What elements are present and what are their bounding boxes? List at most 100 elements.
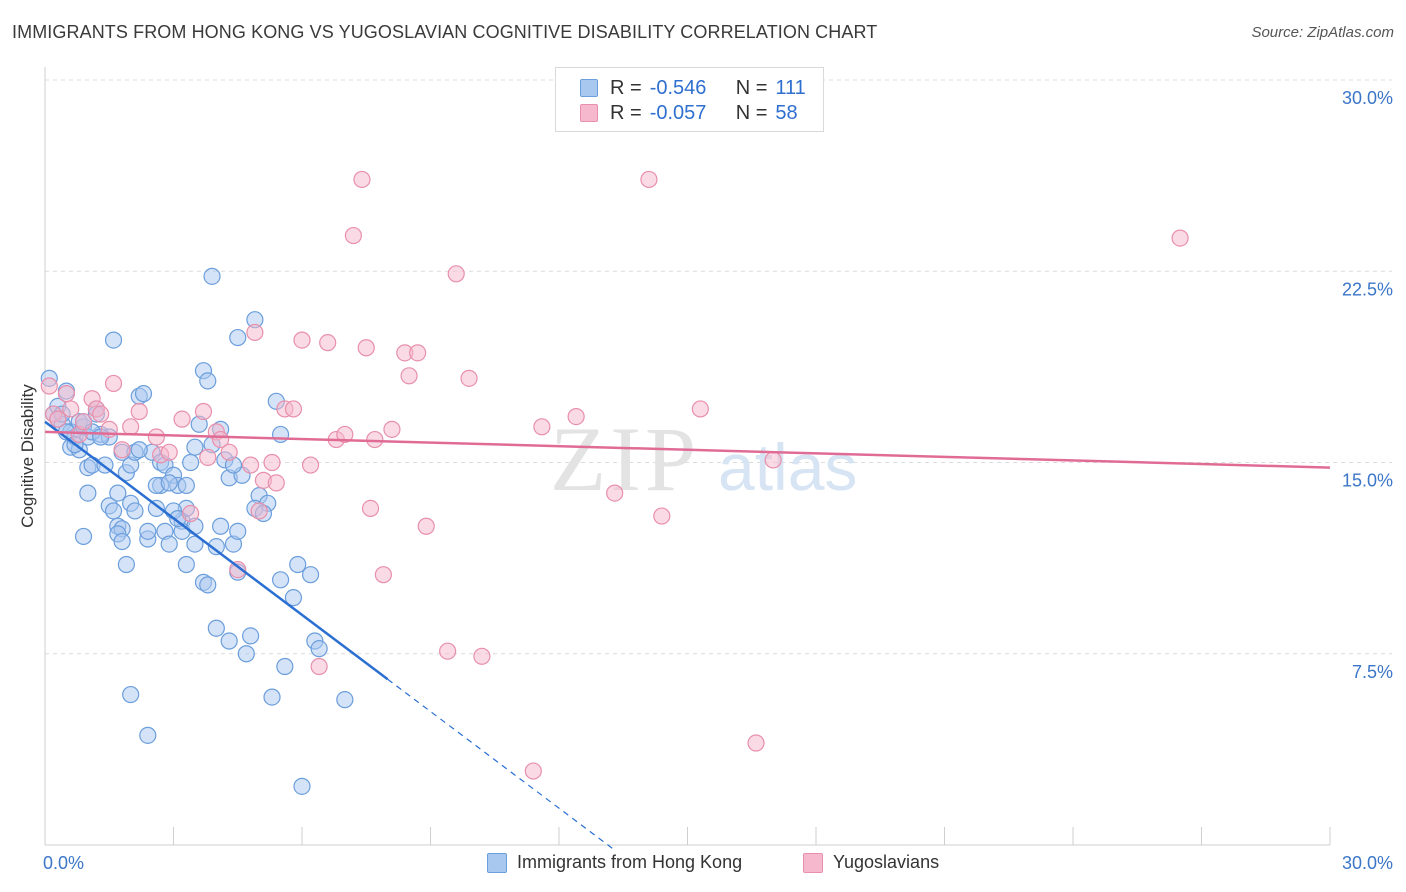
point-yugoslavian bbox=[1171, 229, 1189, 247]
point-yugoslavian bbox=[353, 170, 371, 189]
legend-row-hong-kong: R = -0.546 N = 111 bbox=[580, 76, 806, 100]
source-label: Source: ZipAtlas.com bbox=[1251, 24, 1394, 41]
legend-swatch-pink bbox=[580, 104, 598, 122]
point-hong-kong bbox=[74, 527, 93, 546]
point-yugoslavian bbox=[473, 647, 491, 665]
point-hong-kong bbox=[271, 571, 290, 589]
point-hong-kong bbox=[186, 535, 204, 553]
point-hong-kong bbox=[207, 538, 225, 556]
point-hong-kong bbox=[199, 576, 217, 594]
point-yugoslavian bbox=[653, 507, 671, 525]
x-tick-label: 30.0% bbox=[1342, 853, 1393, 873]
point-yugoslavian bbox=[263, 453, 281, 472]
point-yugoslavian bbox=[147, 428, 165, 446]
legend-label-hong-kong: Immigrants from Hong Kong bbox=[517, 852, 743, 872]
tick-labels: 7.5% 15.0% 22.5% 30.0% 0.0% 30.0% bbox=[43, 88, 1393, 873]
point-yugoslavian bbox=[182, 504, 200, 523]
point-yugoslavian bbox=[606, 484, 624, 502]
point-hong-kong bbox=[147, 499, 165, 517]
stats-legend: R = -0.546 N = 111 R = -0.057 N = 58 bbox=[555, 67, 824, 132]
point-yugoslavian bbox=[764, 451, 782, 469]
point-yugoslavian bbox=[220, 443, 238, 461]
point-yugoslavian bbox=[344, 226, 362, 245]
point-hong-kong bbox=[229, 328, 247, 347]
point-hong-kong bbox=[113, 532, 131, 551]
point-hong-kong bbox=[139, 726, 157, 744]
point-hong-kong bbox=[301, 566, 320, 584]
legend-swatch-blue bbox=[487, 852, 507, 873]
point-hong-kong bbox=[220, 632, 238, 650]
point-hong-kong bbox=[293, 777, 311, 795]
point-yugoslavian bbox=[173, 410, 191, 428]
point-yugoslavian bbox=[447, 265, 465, 283]
point-hong-kong bbox=[160, 535, 178, 553]
point-yugoslavian bbox=[319, 334, 337, 352]
y-axis-label: Cognitive Disability bbox=[18, 384, 37, 528]
point-hong-kong bbox=[109, 484, 127, 502]
point-hong-kong bbox=[130, 441, 148, 459]
point-hong-kong bbox=[177, 476, 195, 495]
legend-label-yugoslavians: Yugoslavians bbox=[833, 852, 940, 872]
legend-swatch-pink bbox=[803, 852, 823, 873]
legend-r-label: R = bbox=[610, 101, 642, 124]
point-yugoslavian bbox=[417, 517, 435, 535]
legend-r-value: -0.546 bbox=[649, 76, 707, 99]
point-hong-kong bbox=[186, 438, 204, 456]
point-yugoslavian bbox=[567, 408, 585, 426]
data-points bbox=[40, 170, 1189, 795]
point-yugoslavian bbox=[400, 367, 418, 385]
point-yugoslavian bbox=[533, 418, 551, 436]
point-yugoslavian bbox=[747, 734, 765, 752]
point-yugoslavian bbox=[691, 400, 709, 418]
legend-row-yugoslavians: R = -0.057 N = 58 bbox=[580, 101, 798, 125]
point-hong-kong bbox=[207, 619, 225, 637]
point-yugoslavian bbox=[246, 323, 264, 342]
point-yugoslavian bbox=[524, 762, 542, 780]
point-yugoslavian bbox=[374, 566, 392, 584]
chart-title: IMMIGRANTS FROM HONG KONG VS YUGOSLAVIAN… bbox=[12, 22, 878, 42]
gridlines bbox=[45, 79, 1392, 655]
point-hong-kong bbox=[160, 474, 178, 492]
y-tick-label: 7.5% bbox=[1352, 662, 1393, 682]
point-hong-kong bbox=[122, 685, 140, 704]
point-yugoslavian bbox=[194, 402, 213, 421]
point-hong-kong bbox=[134, 385, 153, 403]
point-yugoslavian bbox=[383, 420, 401, 438]
point-yugoslavian bbox=[49, 410, 67, 428]
trend-line-yugoslavians bbox=[44, 430, 1331, 469]
legend-item-yugoslavians: Yugoslavians bbox=[803, 852, 939, 873]
trend-lines bbox=[44, 420, 1331, 851]
point-hong-kong bbox=[237, 645, 255, 663]
point-hong-kong bbox=[263, 688, 281, 706]
point-hong-kong bbox=[79, 484, 97, 502]
point-yugoslavian bbox=[160, 443, 178, 461]
point-hong-kong bbox=[203, 267, 221, 285]
point-yugoslavian bbox=[366, 430, 384, 449]
point-hong-kong bbox=[199, 372, 217, 390]
point-hong-kong bbox=[310, 640, 328, 658]
point-yugoslavian bbox=[439, 642, 457, 660]
legend-r-label: R = bbox=[610, 76, 642, 99]
point-yugoslavian bbox=[130, 402, 148, 421]
y-tick-label: 30.0% bbox=[1342, 88, 1393, 108]
point-hong-kong bbox=[284, 589, 303, 607]
point-yugoslavian bbox=[460, 369, 478, 387]
point-hong-kong bbox=[104, 331, 123, 349]
y-tick-label: 15.0% bbox=[1342, 471, 1393, 491]
point-yugoslavian bbox=[357, 339, 375, 357]
legend-r-value: -0.057 bbox=[649, 101, 707, 124]
point-yugoslavian bbox=[92, 405, 110, 423]
x-tick-label: 0.0% bbox=[43, 853, 84, 873]
point-yugoslavian bbox=[250, 502, 268, 520]
point-hong-kong bbox=[276, 657, 294, 676]
legend-swatch-blue bbox=[580, 79, 598, 97]
point-hong-kong bbox=[289, 555, 307, 574]
point-yugoslavian bbox=[113, 441, 131, 459]
point-hong-kong bbox=[182, 453, 200, 472]
point-yugoslavian bbox=[57, 385, 76, 403]
point-hong-kong bbox=[271, 425, 290, 444]
point-yugoslavian bbox=[336, 425, 354, 444]
point-hong-kong bbox=[126, 502, 144, 520]
y-tick-label: 22.5% bbox=[1342, 279, 1393, 299]
legend-item-hong-kong: Immigrants from Hong Kong bbox=[487, 852, 742, 873]
